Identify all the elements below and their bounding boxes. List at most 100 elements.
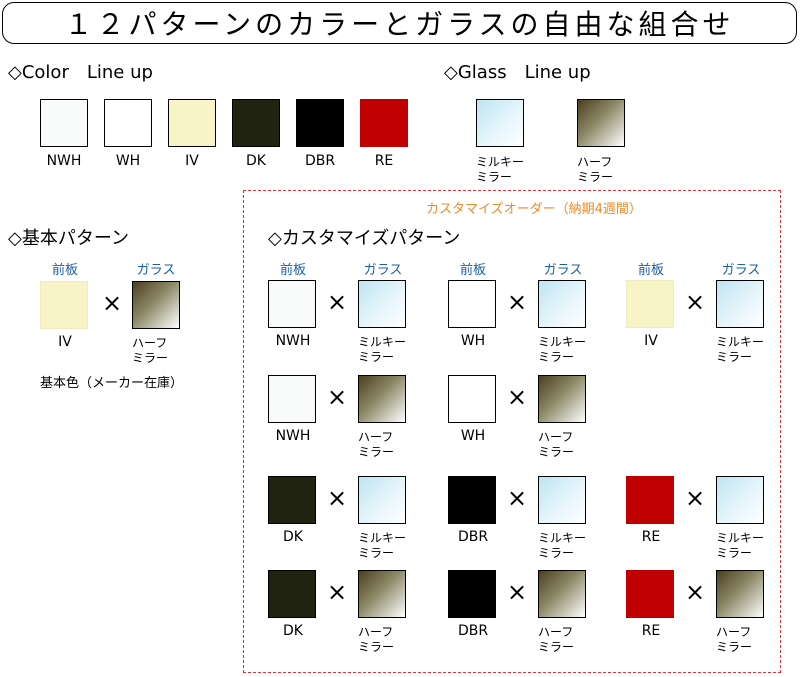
glass-label-line1: ハーフ <box>358 430 394 444</box>
times-symbol: × <box>327 288 348 316</box>
times-symbol: × <box>327 383 348 411</box>
glass-label-line2: ミラー <box>716 546 753 560</box>
times-symbol: × <box>685 288 706 316</box>
color-lineup-heading: ◇Color Line up <box>8 62 153 83</box>
glass-swatch-half-mirror <box>358 570 406 618</box>
color-label: DBR <box>457 623 489 639</box>
glass-label-line1: ミルキー <box>358 531 407 545</box>
glass-label: ハーフ ミラー <box>358 430 394 460</box>
custom-pattern-heading: ◇カスタマイズパターン <box>268 228 461 249</box>
glass-swatch-milky-mirror <box>716 476 764 524</box>
color-label: RE <box>641 623 661 639</box>
times-symbol: × <box>685 484 706 512</box>
glass-column-label: ガラス <box>363 263 403 278</box>
glass-swatch-half-mirror <box>538 570 586 618</box>
glass-label-line2: ミラー <box>358 640 395 654</box>
glass-label-line1: ミルキー <box>476 155 525 169</box>
color-label: DBR <box>457 529 489 545</box>
glass-label-line2: ミラー <box>716 640 753 654</box>
times-symbol: × <box>102 289 123 317</box>
front-panel-label: 前板 <box>51 263 78 278</box>
swatch-label: RE <box>374 153 394 169</box>
glass-label: ハーフ ミラー <box>538 430 574 460</box>
glass-swatch-half-mirror <box>358 375 406 423</box>
basic-glass-label: ハーフ ミラー <box>132 336 168 366</box>
front-panel-label: 前板 <box>279 263 306 278</box>
glass-label: ミルキー ミラー <box>358 335 406 365</box>
color-label: IV <box>644 333 658 349</box>
glass-label: ミルキー ミラー <box>358 531 406 561</box>
glass-column-label: ガラス <box>721 263 761 278</box>
basic-note: 基本色（メーカー在庫） <box>40 376 184 391</box>
glass-swatch-half-mirror <box>538 375 586 423</box>
glass-swatch-half-mirror <box>716 570 764 618</box>
glass-label: ハーフ ミラー <box>577 155 613 185</box>
glass-label: ミルキー ミラー <box>716 531 764 561</box>
glass-swatch-milky-mirror <box>538 476 586 524</box>
swatch-nwh <box>40 99 88 147</box>
color-label: DK <box>283 529 303 545</box>
glass-label-line1: ミルキー <box>716 531 765 545</box>
glass-column-label: ガラス <box>543 263 583 278</box>
swatch-label: DBR <box>304 153 336 169</box>
color-label: NWH <box>275 333 311 349</box>
color-label: NWH <box>275 428 311 444</box>
basic-glass-swatch <box>132 281 180 329</box>
swatch-dk <box>232 99 280 147</box>
times-symbol: × <box>507 383 528 411</box>
glass-label-line1: ミルキー <box>358 335 407 349</box>
color-swatch-dk <box>268 476 316 524</box>
basic-pattern-heading: ◇基本パターン <box>8 228 129 249</box>
glass-label-line2: ミラー <box>538 640 575 654</box>
color-swatch-wh <box>448 280 496 328</box>
times-symbol: × <box>507 288 528 316</box>
glass-swatch-milky-mirror <box>358 280 406 328</box>
color-label: DK <box>283 623 303 639</box>
glass-label-line1: ハーフ <box>358 625 394 639</box>
glass-label-line1: ミルキー <box>716 335 765 349</box>
swatch-milky-mirror <box>476 99 524 147</box>
color-label: WH <box>460 333 486 349</box>
glass-swatch-milky-mirror <box>716 280 764 328</box>
glass-label: ハーフ ミラー <box>538 625 574 655</box>
times-symbol: × <box>507 484 528 512</box>
glass-label-line2: ミラー <box>132 351 169 365</box>
glass-label-line2: ミラー <box>538 546 575 560</box>
glass-label: ミルキー ミラー <box>716 335 764 365</box>
glass-lineup-heading: ◇Glass Line up <box>444 62 591 83</box>
color-swatch-iv <box>626 280 674 328</box>
swatch-wh <box>104 99 152 147</box>
glass-label-line2: ミラー <box>538 445 575 459</box>
custom-order-frame <box>243 190 781 673</box>
color-swatch-re <box>626 570 674 618</box>
color-swatch-dk <box>268 570 316 618</box>
color-swatch-wh <box>448 375 496 423</box>
swatch-label: IV <box>185 153 199 169</box>
glass-label-line2: ミラー <box>538 350 575 364</box>
glass-label: ハーフ ミラー <box>358 625 394 655</box>
glass-label-line1: ハーフ <box>716 625 752 639</box>
color-swatch-dbr <box>448 476 496 524</box>
glass-label-line1: ハーフ <box>538 625 574 639</box>
basic-color-swatch <box>40 281 88 329</box>
glass-label: ミルキー ミラー <box>538 531 586 561</box>
swatch-re <box>360 99 408 147</box>
color-swatch-re <box>626 476 674 524</box>
swatch-label: WH <box>115 153 141 169</box>
glass-swatch-milky-mirror <box>358 476 406 524</box>
glass-label: ミルキー ミラー <box>476 155 524 185</box>
glass-label-line1: ハーフ <box>132 336 168 350</box>
color-swatch-nwh <box>268 375 316 423</box>
glass-label-line2: ミラー <box>358 546 395 560</box>
glass-label-line2: ミラー <box>716 350 753 364</box>
color-label: RE <box>641 529 661 545</box>
color-swatch-dbr <box>448 570 496 618</box>
glass-label-line2: ミラー <box>358 350 395 364</box>
color-swatch-nwh <box>268 280 316 328</box>
swatch-iv <box>168 99 216 147</box>
times-symbol: × <box>685 578 706 606</box>
front-panel-label: 前板 <box>637 263 664 278</box>
times-symbol: × <box>507 578 528 606</box>
times-symbol: × <box>327 578 348 606</box>
glass-label-line1: ハーフ <box>577 155 613 169</box>
